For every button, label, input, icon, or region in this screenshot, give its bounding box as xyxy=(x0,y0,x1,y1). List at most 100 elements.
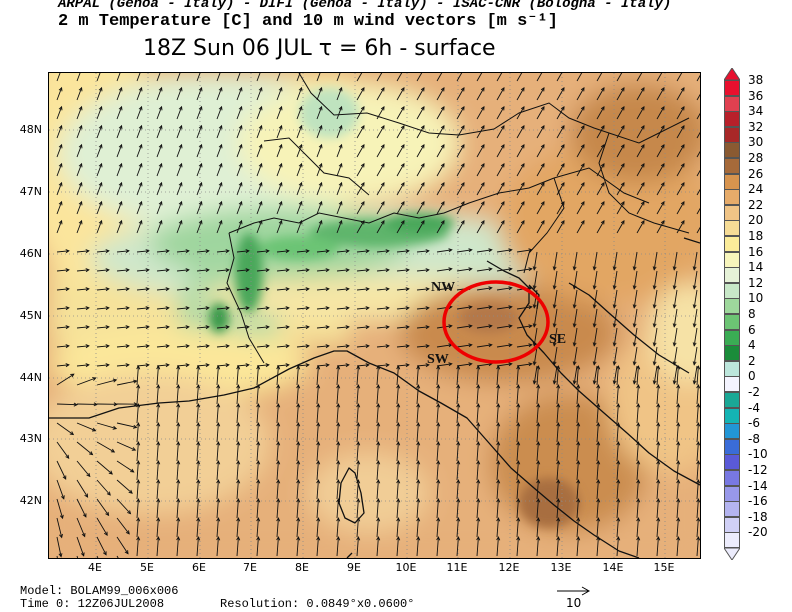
wind-arrow-head xyxy=(508,286,513,291)
wind-arrow-head xyxy=(236,403,241,408)
wind-arrow xyxy=(336,73,341,82)
wind-arrow xyxy=(296,106,303,120)
wind-arrow-head xyxy=(680,106,685,111)
wind-arrow-head xyxy=(256,460,261,465)
wind-arrow xyxy=(593,346,598,365)
wind-arrow xyxy=(376,461,379,481)
wind-arrow-head xyxy=(225,306,230,311)
wind-arrow xyxy=(456,366,459,386)
wind-arrow-head xyxy=(216,460,221,465)
wind-arrow xyxy=(336,345,349,348)
wind-arrow xyxy=(56,250,69,253)
wind-arrow-head xyxy=(560,182,565,187)
wind-arrow xyxy=(516,385,519,405)
wind-arrow-head xyxy=(365,306,370,311)
wind-arrow xyxy=(676,73,683,82)
wind-arrow xyxy=(376,518,379,538)
wind-arrow xyxy=(116,220,123,234)
wind-arrow xyxy=(216,250,229,253)
wind-arrow-head xyxy=(652,323,657,328)
wind-arrow-head xyxy=(405,306,410,311)
wind-arrow-head xyxy=(405,363,410,368)
wind-arrow xyxy=(673,251,678,270)
wind-arrow xyxy=(216,480,219,500)
wind-arrow xyxy=(136,480,139,500)
wind-arrow xyxy=(696,226,700,234)
wind-arrow xyxy=(593,308,598,327)
wind-arrow-head xyxy=(256,441,261,446)
wind-arrow-head xyxy=(110,448,116,453)
wind-arrow xyxy=(416,220,425,234)
wind-arrow-head xyxy=(278,219,283,225)
lat-label-43n: 43N xyxy=(19,432,42,445)
wind-arrow xyxy=(456,385,459,405)
wind-arrow xyxy=(436,385,439,405)
wind-arrow xyxy=(316,220,323,234)
wind-arrow-head xyxy=(176,422,181,427)
lat-label-48n: 48N xyxy=(19,123,42,136)
wind-arrow xyxy=(376,537,379,557)
wind-arrow xyxy=(96,73,101,82)
wind-arrow xyxy=(576,404,579,424)
wind-arrow xyxy=(96,269,109,272)
wind-arrow-head xyxy=(480,125,485,130)
wind-arrow-head xyxy=(376,403,381,408)
wind-arrow xyxy=(136,404,139,424)
wind-arrow xyxy=(616,480,619,500)
colorbar-top-arrow-icon xyxy=(724,68,740,80)
wind-arrow-head xyxy=(98,162,103,168)
wind-arrow-head xyxy=(520,106,525,111)
wind-arrow-head xyxy=(672,342,677,347)
wind-arrow-head xyxy=(552,361,557,366)
wind-arrow xyxy=(356,87,365,101)
wind-arrow-head xyxy=(258,181,263,187)
wind-arrow-head xyxy=(536,422,541,427)
wind-arrow-head xyxy=(86,472,91,478)
wind-arrow xyxy=(556,442,559,462)
wind-arrow xyxy=(336,250,349,253)
wind-arrow-head xyxy=(238,105,243,111)
wind-arrow-head xyxy=(556,384,561,389)
wind-arrow-head xyxy=(380,163,385,168)
colorbar-label: 36 xyxy=(748,88,764,103)
wind-arrow xyxy=(573,289,578,308)
wind-arrow xyxy=(56,288,69,291)
wind-arrow-head xyxy=(425,249,430,254)
wind-arrow-head xyxy=(225,249,230,254)
wind-arrow-head xyxy=(556,441,561,446)
wind-arrow xyxy=(116,460,134,473)
wind-arrow-head xyxy=(656,403,661,408)
wind-arrow-head xyxy=(205,268,210,273)
wind-arrow-head xyxy=(156,365,161,370)
wind-arrow-head xyxy=(576,536,581,541)
wind-arrow-head xyxy=(572,361,577,366)
wind-arrow-head xyxy=(552,285,557,290)
wind-arrow-head xyxy=(136,365,141,370)
lat-label-47n: 47N xyxy=(19,185,42,198)
wind-arrow xyxy=(616,182,625,196)
wind-arrow xyxy=(356,480,359,500)
wind-arrow-head xyxy=(580,220,585,225)
wind-arrow-head xyxy=(132,424,138,429)
wind-arrow xyxy=(256,125,263,139)
lon-label-7e: 7E xyxy=(243,561,257,574)
colorbar-label: 16 xyxy=(748,244,764,259)
highlight-circle xyxy=(442,280,550,364)
wind-arrow xyxy=(376,87,385,101)
wind-arrow xyxy=(416,461,419,481)
wind-arrow-head xyxy=(480,201,485,206)
wind-arrow-head xyxy=(500,182,505,187)
wind-arrow-head xyxy=(656,422,661,427)
wind-arrow-head xyxy=(345,249,350,254)
wind-arrow xyxy=(593,251,598,270)
wind-arrow xyxy=(636,518,639,538)
wind-arrow-head xyxy=(560,106,565,111)
wind-arrow xyxy=(276,537,279,557)
wind-arrow xyxy=(276,144,283,158)
lon-label-5e: 5E xyxy=(140,561,154,574)
wind-arrow xyxy=(633,308,638,327)
wind-arrow xyxy=(576,220,585,234)
wind-arrow xyxy=(616,518,619,538)
wind-arrow xyxy=(196,250,209,253)
wind-arrow-head xyxy=(600,125,605,130)
